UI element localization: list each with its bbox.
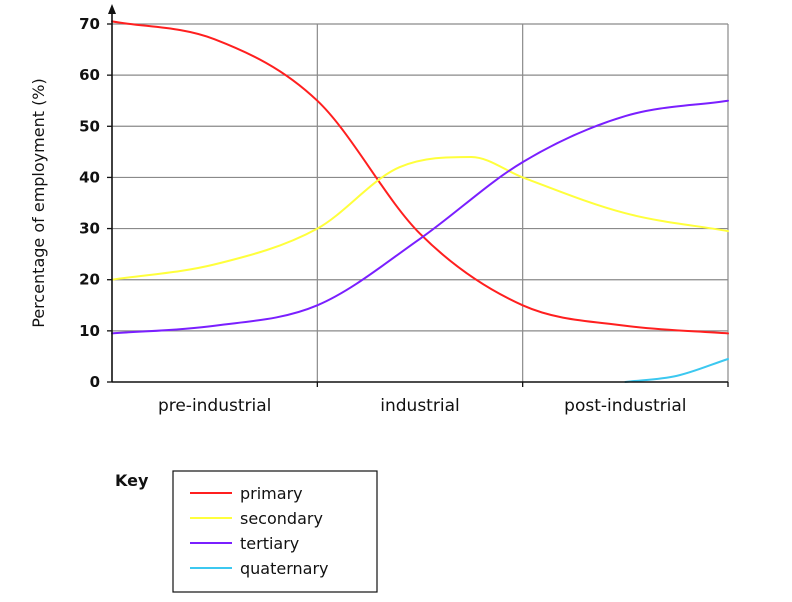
key-title: Key [115, 471, 149, 490]
y-tick-label-20: 20 [79, 271, 100, 289]
axes [107, 4, 729, 387]
series-line-secondary [111, 155, 729, 281]
series-line-primary [111, 20, 729, 335]
y-axis-arrow [108, 4, 116, 14]
legend-box [172, 470, 378, 593]
y-tick-label-70: 70 [79, 15, 100, 33]
x-category-label-post-industrial: post-industrial [564, 396, 686, 416]
legend: primary secondary tertiary quaternary [190, 484, 329, 578]
y-tick-labels: 0 10 20 30 40 50 60 70 [79, 15, 100, 391]
y-tick-label-50: 50 [79, 117, 100, 135]
legend-label-primary: primary [240, 484, 303, 503]
plot-area [112, 24, 728, 382]
x-category-labels: pre-industrial industrial post-industrial [158, 396, 687, 416]
y-tick-label-30: 30 [79, 220, 100, 238]
y-axis-label: Percentage of employment (%) [29, 78, 48, 328]
y-tick-label-40: 40 [79, 168, 100, 186]
series-line-quaternary [624, 358, 729, 383]
y-tick-label-0: 0 [90, 373, 100, 391]
legend-label-secondary: secondary [240, 509, 323, 528]
y-tick-label-60: 60 [79, 66, 100, 84]
y-tick-label-10: 10 [79, 322, 100, 340]
x-category-label-industrial: industrial [380, 396, 459, 416]
series-line-tertiary [111, 99, 729, 335]
legend-label-quaternary: quaternary [240, 559, 329, 578]
series-lines [111, 20, 729, 383]
grid [112, 23, 729, 382]
x-category-label-pre-industrial: pre-industrial [158, 396, 271, 416]
legend-label-tertiary: tertiary [240, 534, 299, 553]
